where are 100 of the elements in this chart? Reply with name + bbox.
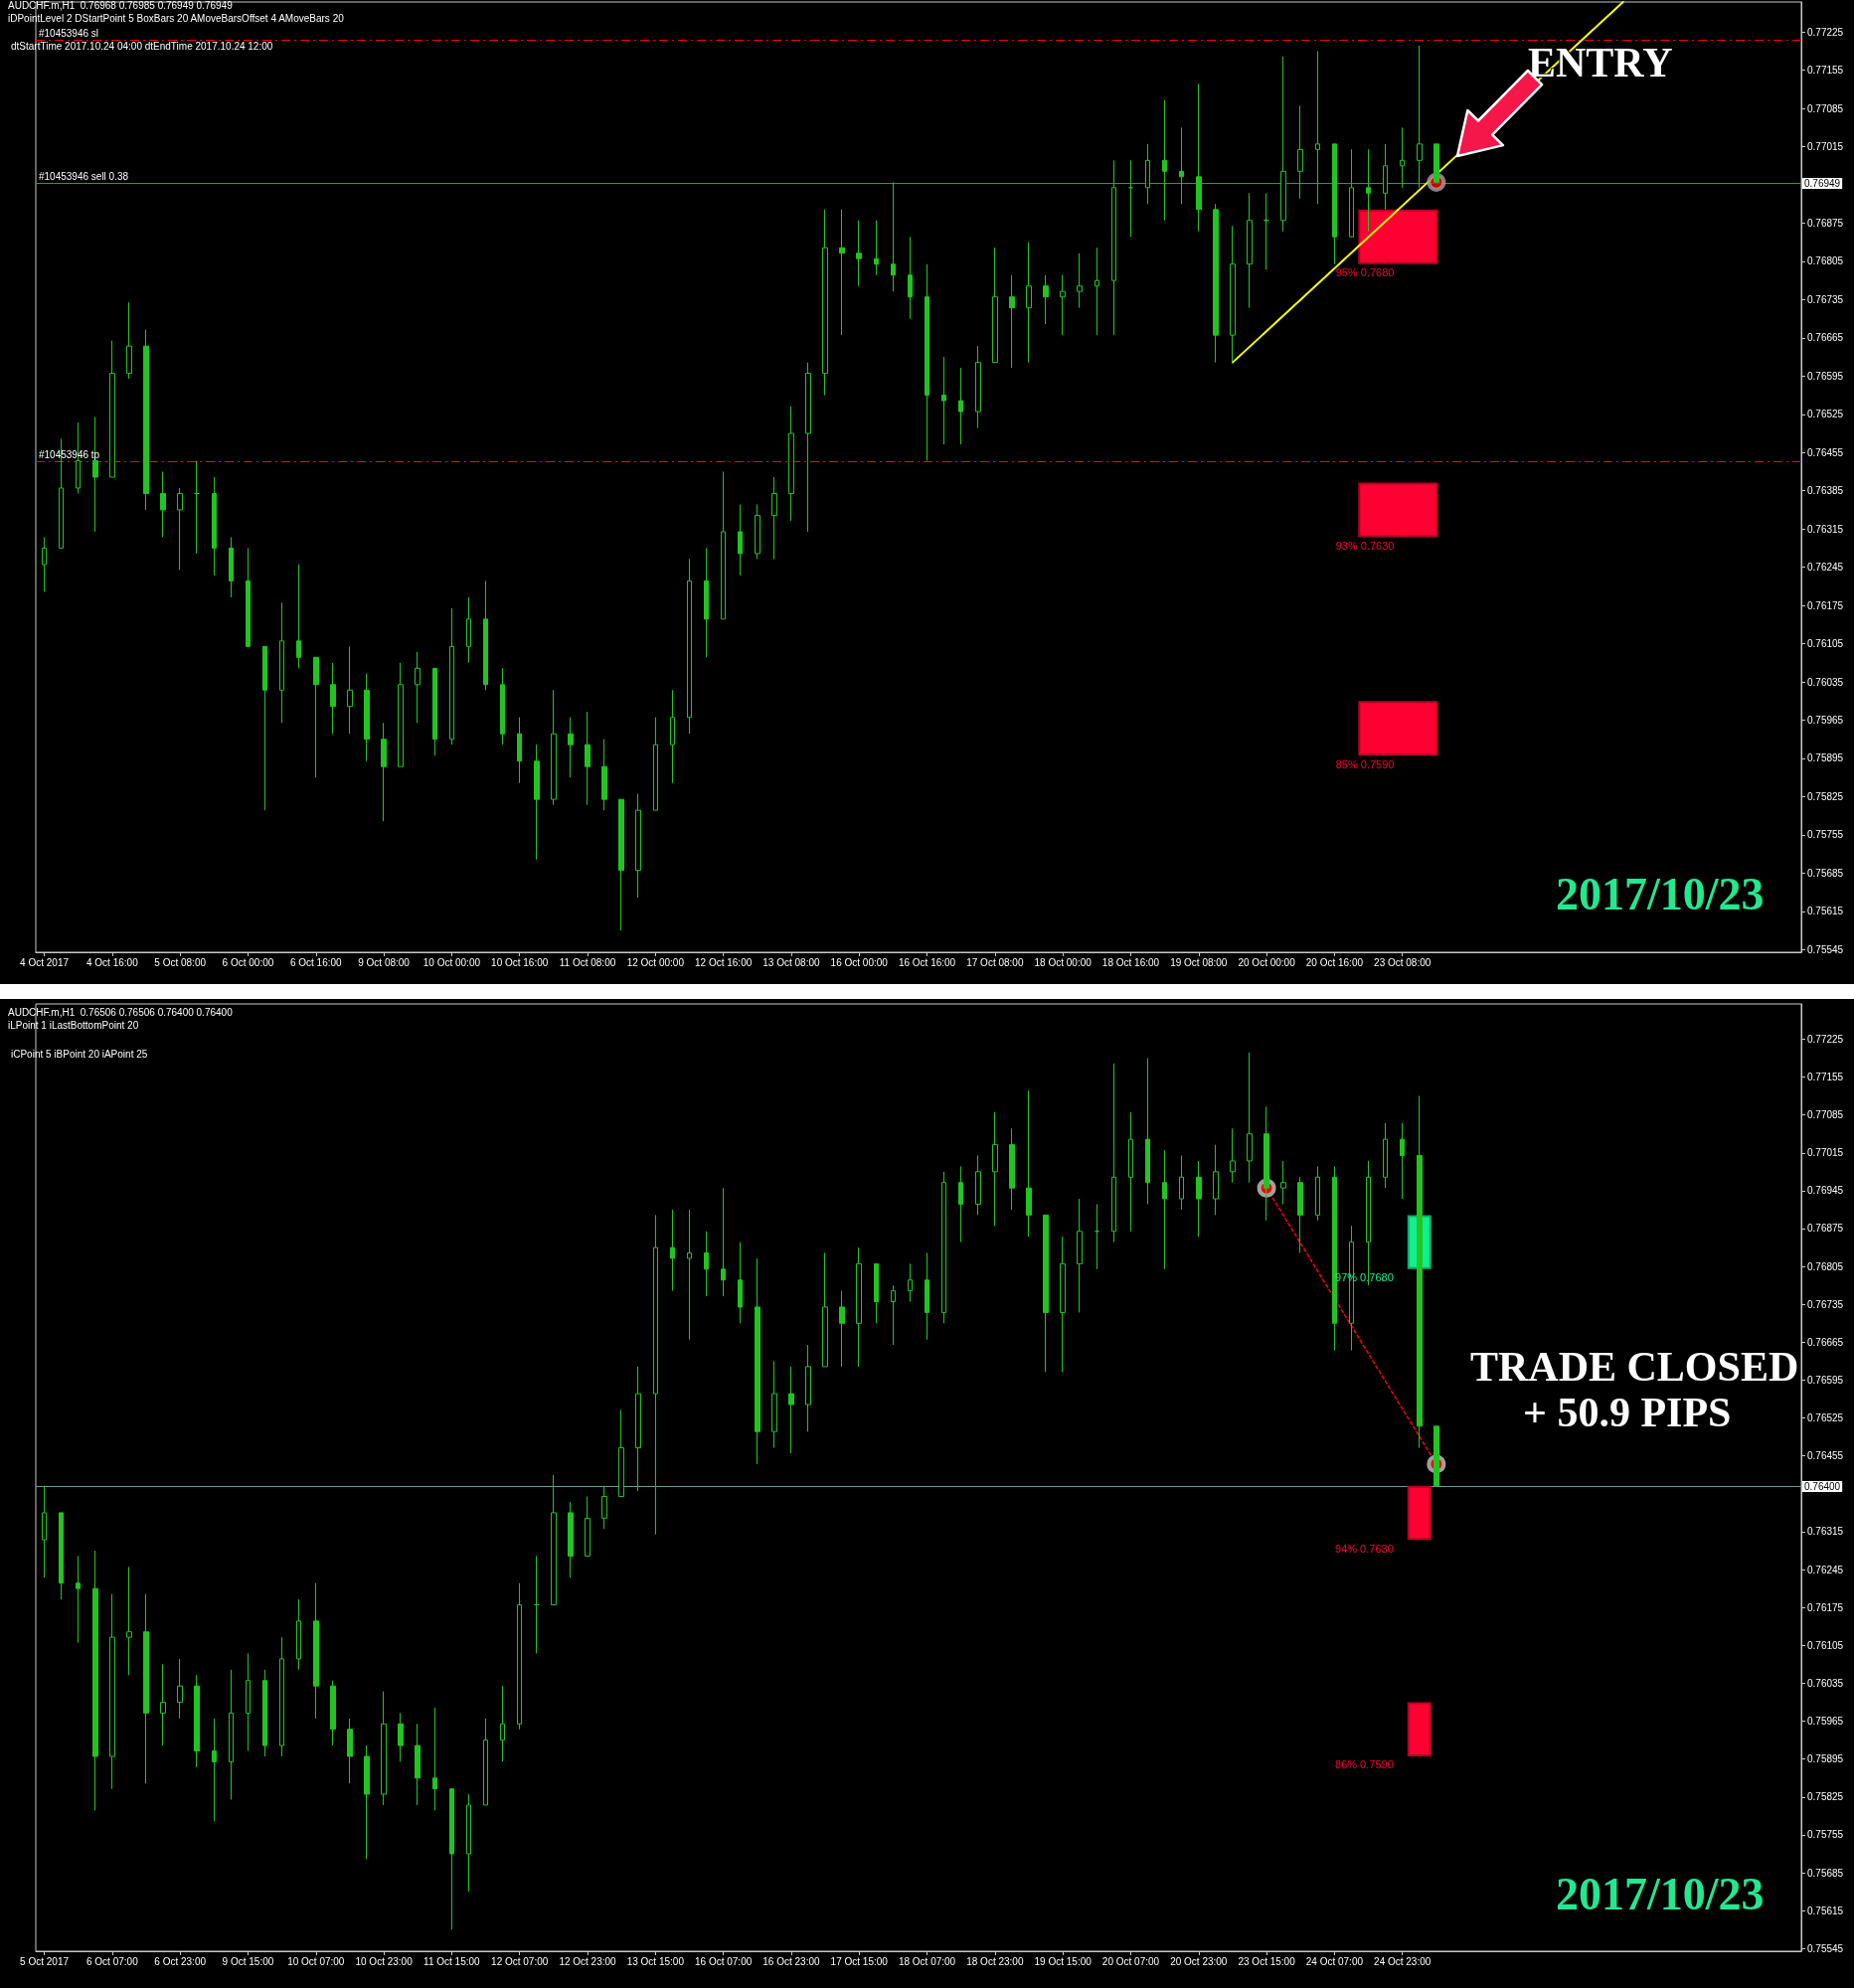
y-tick-label: 0.75755 — [1807, 829, 1844, 841]
candlestick — [653, 1214, 658, 1536]
candlestick — [1400, 1122, 1405, 1200]
candlestick — [330, 1680, 336, 1746]
candlestick — [585, 1496, 590, 1557]
annotation: TRADE CLOSED — [1470, 1344, 1799, 1390]
candlestick — [975, 345, 981, 429]
candlestick — [839, 1290, 845, 1368]
x-tick-label: 11 Oct 15:00 — [423, 1955, 481, 1967]
candlestick — [449, 1788, 454, 1930]
candlestick — [1280, 1160, 1286, 1205]
y-tick-label: 0.76945 — [1807, 1185, 1844, 1197]
candlestick — [92, 416, 98, 533]
y-tick-label: 0.75825 — [1807, 790, 1844, 802]
y-tick-label: 0.76175 — [1807, 599, 1844, 611]
candlestick — [177, 1658, 183, 1720]
y-tick-label: 0.76665 — [1807, 332, 1844, 344]
candlestick — [891, 1284, 896, 1346]
candlestick — [975, 1154, 981, 1216]
candlestick — [738, 1242, 743, 1324]
candlestick — [432, 667, 437, 756]
y-tick-label: 0.76735 — [1807, 1298, 1844, 1310]
candlestick — [1145, 1057, 1150, 1205]
candlestick — [1077, 252, 1083, 309]
y-tick-label: 0.75615 — [1807, 1905, 1844, 1916]
y-tick-label: 0.76805 — [1807, 1260, 1844, 1272]
annotation: dtStartTime 2017.10.24 04:00 dtEndTime 2017.10.24 12:00 — [11, 40, 273, 52]
candlestick — [1315, 50, 1320, 205]
y-tick-label: 0.75615 — [1807, 906, 1844, 917]
x-tick-label: 10 Oct 16:00 — [491, 956, 549, 968]
x-tick-label: 20 Oct 07:00 — [1101, 1955, 1160, 1967]
candlestick — [534, 1555, 540, 1654]
candlestick — [1247, 192, 1253, 309]
candlestick — [670, 1209, 675, 1292]
candlestick — [1162, 99, 1167, 222]
candlestick — [517, 1582, 522, 1731]
x-tick-label: 23 Oct 15:00 — [1238, 1955, 1296, 1967]
x-tick-label: 19 Oct 08:00 — [1170, 956, 1228, 968]
candlestick — [908, 1262, 913, 1303]
x-tick-label: 18 Oct 07:00 — [898, 1955, 956, 1967]
candlestick — [805, 1344, 811, 1432]
candlestick — [381, 1691, 387, 1806]
candlestick — [160, 471, 166, 538]
x-tick-label: 23 Oct 08:00 — [1374, 956, 1432, 968]
candlestick — [1009, 274, 1015, 369]
chart-title: AUDCHF.m,H1 0.76968 0.76985 0.76949 0.76949 — [8, 0, 234, 11]
x-tick-label: 10 Oct 07:00 — [287, 1955, 345, 1967]
candlestick — [1297, 104, 1303, 200]
candlestick — [687, 558, 692, 735]
candlestick — [1366, 148, 1371, 233]
x-tick-label: 6 Oct 16:00 — [289, 956, 343, 968]
x-tick-label: 12 Oct 07:00 — [491, 1955, 549, 1967]
candlestick — [262, 645, 267, 811]
candlestick — [874, 1262, 879, 1324]
y-tick-label: 0.75825 — [1807, 1791, 1844, 1803]
candlestick — [568, 717, 574, 778]
candlestick — [1280, 56, 1286, 233]
y-tick-label: 0.75685 — [1807, 867, 1844, 879]
candlestick — [229, 536, 234, 598]
candlestick — [670, 689, 675, 784]
candlestick — [856, 220, 862, 287]
x-tick-label: 12 Oct 23:00 — [559, 1955, 617, 1967]
candlestick — [194, 1674, 200, 1768]
candlestick — [1213, 203, 1219, 364]
candlestick — [1111, 159, 1116, 336]
y-tick-label: 0.76735 — [1807, 293, 1844, 305]
y-tick-label: 0.75685 — [1807, 1867, 1844, 1879]
candlestick — [415, 651, 421, 724]
candlestick — [721, 1187, 726, 1297]
candlestick — [92, 1550, 98, 1811]
candlestick — [1332, 1165, 1337, 1352]
candlestick — [1264, 1105, 1269, 1222]
y-tick-label: 0.77155 — [1807, 65, 1844, 77]
candlestick — [483, 1718, 488, 1806]
y-tick-label: 0.76175 — [1807, 1601, 1844, 1613]
candlestick — [415, 1723, 421, 1806]
candlestick — [279, 601, 284, 724]
candlestick — [891, 181, 896, 292]
candlestick — [1400, 126, 1405, 189]
text: iLPoint 1 iLastBottomPoint 20 — [8, 1019, 139, 1031]
y-tick-label: 0.76035 — [1807, 676, 1844, 688]
y-tick-label: 0.76245 — [1807, 1564, 1844, 1575]
x-tick-label: 5 Oct 08:00 — [154, 956, 207, 968]
x-tick-label: 13 Oct 08:00 — [762, 956, 820, 968]
candlestick — [296, 564, 301, 669]
candlestick — [398, 662, 404, 767]
x-tick-label: 12 Oct 00:00 — [626, 956, 685, 968]
x-tick-label: 18 Oct 00:00 — [1034, 956, 1093, 968]
text: iDPointLevel 2 DStartPoint 5 BoxBars 20 AMoveBarsOffset 4 AMoveBars 20 — [8, 12, 345, 24]
candlestick — [160, 1663, 166, 1746]
candlestick — [992, 1111, 998, 1227]
candlestick — [534, 744, 540, 861]
candlestick — [517, 717, 522, 784]
candlestick — [466, 1793, 471, 1893]
candlestick — [1179, 126, 1184, 205]
candlestick — [109, 1593, 115, 1790]
y-tick-label: 0.75965 — [1807, 1716, 1844, 1728]
candlestick — [1433, 1425, 1439, 1487]
x-tick-label: 20 Oct 16:00 — [1305, 956, 1364, 968]
x-tick-label: 6 Oct 00:00 — [222, 956, 274, 968]
